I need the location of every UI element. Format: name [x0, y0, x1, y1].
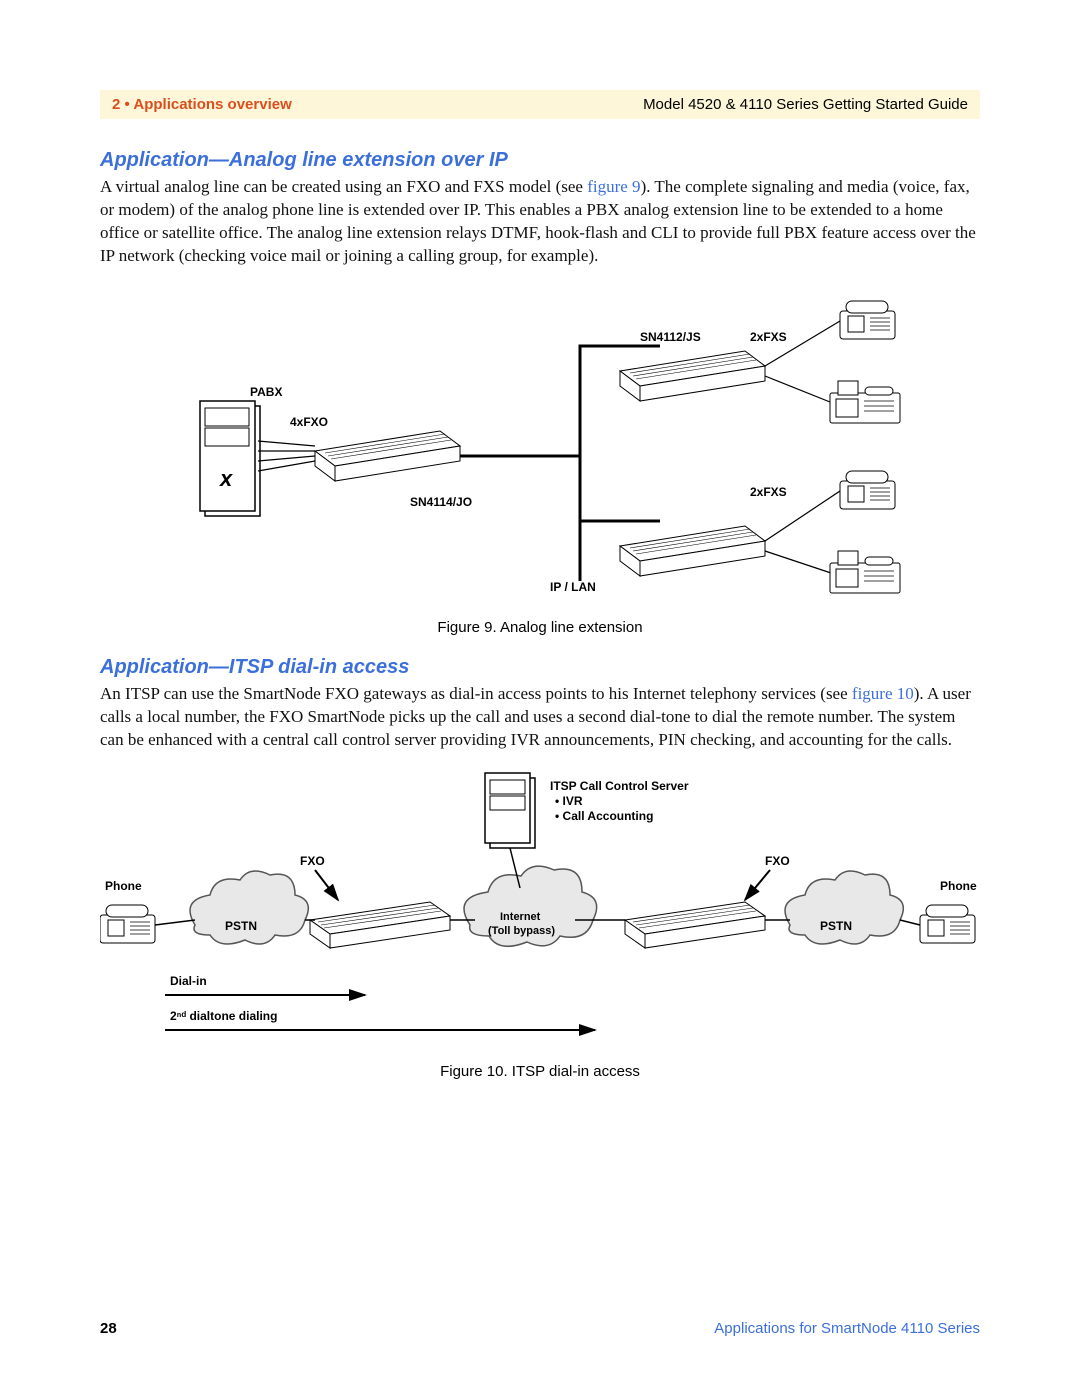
pabx-icon: x	[200, 401, 260, 516]
dialtone-label: 2ⁿᵈ dialtone dialing	[170, 1009, 277, 1023]
smartnode-left-icon	[315, 431, 460, 481]
phone-left-label: Phone	[105, 879, 142, 893]
figure9-svg: x PABX 4xFXO SN4114	[150, 286, 930, 606]
fxo-left-label: FXO	[300, 854, 325, 868]
section2-body: An ITSP can use the SmartNode FXO gatewa…	[100, 683, 980, 752]
fxs-bot-label: 2xFXS	[750, 485, 787, 499]
fxo4-label: 4xFXO	[290, 415, 328, 429]
figure10-svg: ITSP Call Control Server • IVR • Call Ac…	[100, 770, 980, 1050]
fxs-top-label: 2xFXS	[750, 330, 787, 344]
section1-body-pre: A virtual analog line can be created usi…	[100, 177, 587, 196]
header-guide-title: Model 4520 & 4110 Series Getting Started…	[643, 96, 968, 113]
section-heading-analog: Application—Analog line extension over I…	[100, 149, 980, 172]
pstn-cloud-left	[190, 871, 308, 944]
page-header: 2 • Applications overview Model 4520 & 4…	[100, 90, 980, 119]
sn4114-label: SN4114/JO	[410, 495, 472, 509]
acct-label: • Call Accounting	[555, 809, 653, 823]
itsp-label: ITSP Call Control Server	[550, 779, 689, 793]
svg-text:x: x	[219, 466, 233, 491]
smartnode-bot-icon	[620, 526, 765, 576]
internet-label: Internet	[500, 911, 541, 923]
figure10-link[interactable]: figure 10	[852, 684, 914, 703]
fxo-right-arrow	[745, 870, 770, 900]
smartnode-right2-icon	[625, 902, 765, 948]
ivr-label: • IVR	[555, 794, 583, 808]
smartnode-left2-icon	[310, 902, 450, 948]
figure10-caption: Figure 10. ITSP dial-in access	[100, 1063, 980, 1080]
fax-icon-1	[830, 381, 900, 423]
phone-icon-1	[840, 301, 895, 339]
phone-icon-2	[840, 471, 895, 509]
pstn-cloud-right	[785, 871, 903, 944]
server-icon	[485, 773, 535, 848]
figure10: ITSP Call Control Server • IVR • Call Ac…	[100, 770, 980, 1080]
footer-section: Applications for SmartNode 4110 Series	[714, 1320, 980, 1337]
pstn-right-label: PSTN	[820, 919, 852, 933]
page-footer: 28 Applications for SmartNode 4110 Serie…	[100, 1320, 980, 1337]
fxo-left-arrow	[315, 870, 338, 900]
phone-right-label: Phone	[940, 879, 977, 893]
phone-right-icon	[920, 905, 975, 943]
sn4112-label: SN4112/JS	[640, 330, 701, 344]
pstn-left-label: PSTN	[225, 919, 257, 933]
tollbypass-label: (Toll bypass)	[488, 925, 555, 937]
figure9-link[interactable]: figure 9	[587, 177, 640, 196]
phone-left-icon	[100, 905, 155, 943]
dialin-label: Dial-in	[170, 974, 207, 988]
iplan-label: IP / LAN	[550, 580, 596, 594]
smartnode-top-icon	[620, 351, 765, 401]
section-heading-itsp: Application—ITSP dial-in access	[100, 656, 980, 679]
pabx-label: PABX	[250, 385, 282, 399]
fxo-right-label: FXO	[765, 854, 790, 868]
page-number: 28	[100, 1320, 117, 1337]
figure9: x PABX 4xFXO SN4114	[100, 286, 980, 636]
section1-body: A virtual analog line can be created usi…	[100, 176, 980, 268]
section2-body-pre: An ITSP can use the SmartNode FXO gatewa…	[100, 684, 852, 703]
header-chapter: 2 • Applications overview	[112, 96, 292, 113]
figure9-caption: Figure 9. Analog line extension	[100, 619, 980, 636]
fax-icon-2	[830, 551, 900, 593]
